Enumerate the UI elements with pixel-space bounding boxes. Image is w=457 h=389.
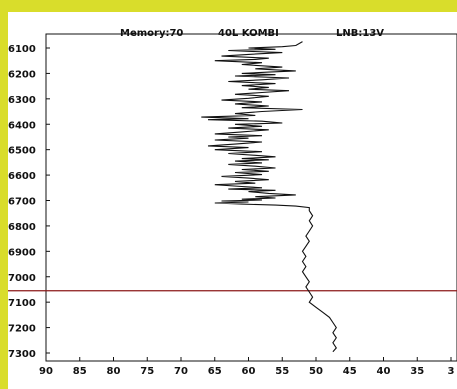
- y-tick-label: 6700: [8, 197, 36, 208]
- y-tick-label: 7000: [8, 273, 36, 284]
- x-tick-label: 50: [309, 366, 323, 377]
- y-tick-label: 7200: [8, 324, 36, 335]
- y-tick-label: 6900: [8, 247, 36, 258]
- x-tick-label: 35: [410, 366, 424, 377]
- y-tick-label: 7100: [8, 298, 36, 309]
- y-tick-label: 6800: [8, 222, 36, 233]
- y-tick-label: 6600: [8, 171, 36, 182]
- x-tick-label: 80: [107, 366, 121, 377]
- y-tick-label: 6400: [8, 120, 36, 131]
- y-axis: 6100 6200 6300 6400 6500 6600 6700 6800 6900 7000…: [8, 44, 50, 360]
- y-tick-label: 7300: [8, 349, 36, 360]
- x-tick-label: 65: [208, 366, 222, 377]
- spectrum-chart: 6100 6200 6300 6400 6500 6600 6700 6800 6900 7000…: [8, 33, 457, 377]
- x-tick-label: 70: [174, 366, 188, 377]
- x-tick-label: 55: [275, 366, 289, 377]
- y-tick-label: 6100: [8, 44, 36, 55]
- signal-trace: [201, 41, 337, 353]
- x-tick-label: 60: [242, 366, 256, 377]
- x-tick-label: 45: [343, 366, 357, 377]
- plot-border: [45, 33, 457, 362]
- x-tick-label: 3: [448, 366, 455, 377]
- x-tick-label: 75: [140, 366, 154, 377]
- x-tick-label: 40: [377, 366, 391, 377]
- x-tick-label: 85: [73, 366, 87, 377]
- x-tick-label: 90: [39, 366, 53, 377]
- y-tick-label: 6200: [8, 69, 36, 80]
- x-axis: 90 85 80 75 70 65 60 55 50 45 40 35 3: [39, 357, 455, 377]
- chart-panel: Memory:70 40L KOMBI LNB:13V 6100 6200 6300…: [8, 12, 457, 389]
- y-tick-label: 6300: [8, 95, 36, 106]
- y-tick-label: 6500: [8, 146, 36, 157]
